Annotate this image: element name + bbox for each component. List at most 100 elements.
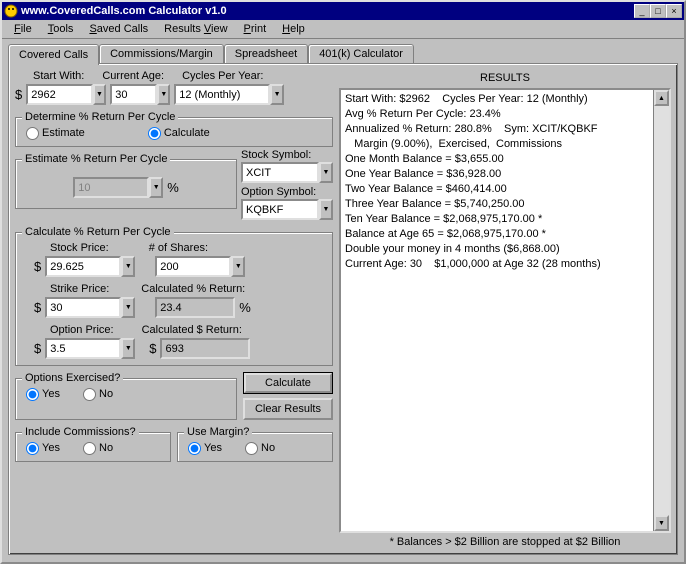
label-start-with: Start With: <box>33 70 84 82</box>
estimate-legend: Estimate % Return Per Cycle <box>22 153 170 165</box>
estimate-group: Estimate % Return Per Cycle % <box>15 153 237 209</box>
calculate-legend: Calculate % Return Per Cycle <box>22 226 174 238</box>
label-option-price: Option Price: <box>50 324 114 336</box>
commissions-yes-label[interactable]: Yes <box>22 442 76 454</box>
chevron-down-icon[interactable] <box>149 177 163 198</box>
menubar: File Tools Saved Calls Results View Prin… <box>2 20 684 39</box>
chevron-down-icon[interactable] <box>319 199 333 220</box>
scroll-track[interactable] <box>654 106 669 515</box>
calc-dollar-box <box>160 338 250 359</box>
label-option-symbol: Option Symbol: <box>241 186 333 198</box>
cycles-input[interactable] <box>174 84 270 105</box>
chevron-down-icon[interactable] <box>319 162 333 183</box>
menu-print[interactable]: Print <box>236 21 275 37</box>
estimate-radio-label[interactable]: Estimate <box>22 127 101 139</box>
clear-results-button[interactable]: Clear Results <box>243 398 333 420</box>
titlebar-buttons: _ □ × <box>634 4 682 18</box>
chevron-down-icon[interactable] <box>157 84 170 105</box>
margin-no-label[interactable]: No <box>241 442 291 454</box>
commissions-legend: Include Commissions? <box>22 426 139 438</box>
cycles-combo[interactable] <box>174 84 284 105</box>
determine-legend: Determine % Return Per Cycle <box>22 111 178 123</box>
label-current-age: Current Age: <box>102 70 164 82</box>
margin-yes-label[interactable]: Yes <box>184 442 238 454</box>
tab-covered-calls[interactable]: Covered Calls <box>8 44 99 65</box>
strike-price-input[interactable] <box>45 297 121 318</box>
calculate-radio[interactable] <box>148 127 161 140</box>
results-scrollbar[interactable]: ▲ ▼ <box>653 90 669 531</box>
app-icon <box>4 4 18 18</box>
menu-saved-calls[interactable]: Saved Calls <box>81 21 156 37</box>
percent-sign-1: % <box>167 180 179 195</box>
stock-symbol-combo[interactable] <box>241 162 333 183</box>
strike-price-combo[interactable] <box>45 297 135 318</box>
tab-spreadsheet[interactable]: Spreadsheet <box>224 44 308 64</box>
exercised-yes-radio[interactable] <box>26 388 39 401</box>
dollar-sign-2: $ <box>34 259 41 274</box>
label-calc-pct: Calculated % Return: <box>141 283 245 295</box>
scroll-up-button[interactable]: ▲ <box>654 90 669 106</box>
option-price-combo[interactable] <box>45 338 135 359</box>
tab-401k-calculator[interactable]: 401(k) Calculator <box>308 44 414 64</box>
commissions-yes-radio[interactable] <box>26 442 39 455</box>
start-with-input[interactable] <box>26 84 92 105</box>
estimate-pct-input[interactable] <box>73 177 149 198</box>
label-stock-symbol: Stock Symbol: <box>241 149 333 161</box>
menu-help[interactable]: Help <box>274 21 313 37</box>
current-age-combo[interactable] <box>110 84 170 105</box>
client-area: Covered Calls Commissions/Margin Spreads… <box>2 39 684 562</box>
option-symbol-input[interactable] <box>241 199 319 220</box>
calculate-radio-label[interactable]: Calculate <box>144 127 226 139</box>
estimate-pct-combo[interactable] <box>73 177 163 198</box>
commissions-no-radio[interactable] <box>83 442 96 455</box>
chevron-down-icon[interactable] <box>121 338 135 359</box>
exercised-yes-label[interactable]: Yes <box>22 388 76 400</box>
tab-commissions-margin[interactable]: Commissions/Margin <box>99 44 224 64</box>
margin-legend: Use Margin? <box>184 426 252 438</box>
exercised-no-radio[interactable] <box>83 388 96 401</box>
stock-price-combo[interactable] <box>45 256 135 277</box>
footnote: * Balances > $2 Billion are stopped at $… <box>339 533 671 548</box>
chevron-down-icon[interactable] <box>270 84 284 105</box>
margin-no-radio[interactable] <box>245 442 258 455</box>
maximize-button[interactable]: □ <box>650 4 666 18</box>
calc-pct-input <box>155 297 235 318</box>
titlebar: www.CoveredCalls.com Calculator v1.0 _ □… <box>2 2 684 20</box>
num-shares-combo[interactable] <box>155 256 245 277</box>
dollar-sign-5: $ <box>149 341 156 356</box>
calculate-group: Calculate % Return Per Cycle Stock Price… <box>15 226 333 366</box>
chevron-down-icon[interactable] <box>93 84 107 105</box>
start-with-combo[interactable] <box>26 84 106 105</box>
calc-dollar-input <box>160 338 250 359</box>
menu-file[interactable]: File <box>6 21 40 37</box>
close-button[interactable]: × <box>666 4 682 18</box>
scroll-down-button[interactable]: ▼ <box>654 515 669 531</box>
option-price-input[interactable] <box>45 338 121 359</box>
num-shares-input[interactable] <box>155 256 231 277</box>
tab-body: Start With: Current Age: Cycles Per Year… <box>8 63 678 555</box>
window-title: www.CoveredCalls.com Calculator v1.0 <box>21 5 634 17</box>
commissions-no-label[interactable]: No <box>79 442 129 454</box>
chevron-down-icon[interactable] <box>121 256 135 277</box>
exercised-no-label[interactable]: No <box>79 388 129 400</box>
current-age-input[interactable] <box>110 84 157 105</box>
menu-results-view[interactable]: Results View <box>156 21 235 37</box>
estimate-radio[interactable] <box>26 127 39 140</box>
option-symbol-combo[interactable] <box>241 199 333 220</box>
menu-tools[interactable]: Tools <box>40 21 82 37</box>
results-text: Start With: $2962 Cycles Per Year: 12 (M… <box>345 92 665 272</box>
results-title: RESULTS <box>339 70 671 88</box>
stock-price-input[interactable] <box>45 256 121 277</box>
label-cycles: Cycles Per Year: <box>182 70 263 82</box>
label-stock-price: Stock Price: <box>50 242 109 254</box>
calc-pct-box <box>155 297 235 318</box>
margin-yes-radio[interactable] <box>188 442 201 455</box>
left-panel: Start With: Current Age: Cycles Per Year… <box>15 70 333 548</box>
calculate-button[interactable]: Calculate <box>243 372 333 394</box>
chevron-down-icon[interactable] <box>231 256 245 277</box>
minimize-button[interactable]: _ <box>634 4 650 18</box>
chevron-down-icon[interactable] <box>121 297 135 318</box>
results-box: Start With: $2962 Cycles Per Year: 12 (M… <box>339 88 671 533</box>
stock-symbol-input[interactable] <box>241 162 319 183</box>
main-window: www.CoveredCalls.com Calculator v1.0 _ □… <box>0 0 686 564</box>
